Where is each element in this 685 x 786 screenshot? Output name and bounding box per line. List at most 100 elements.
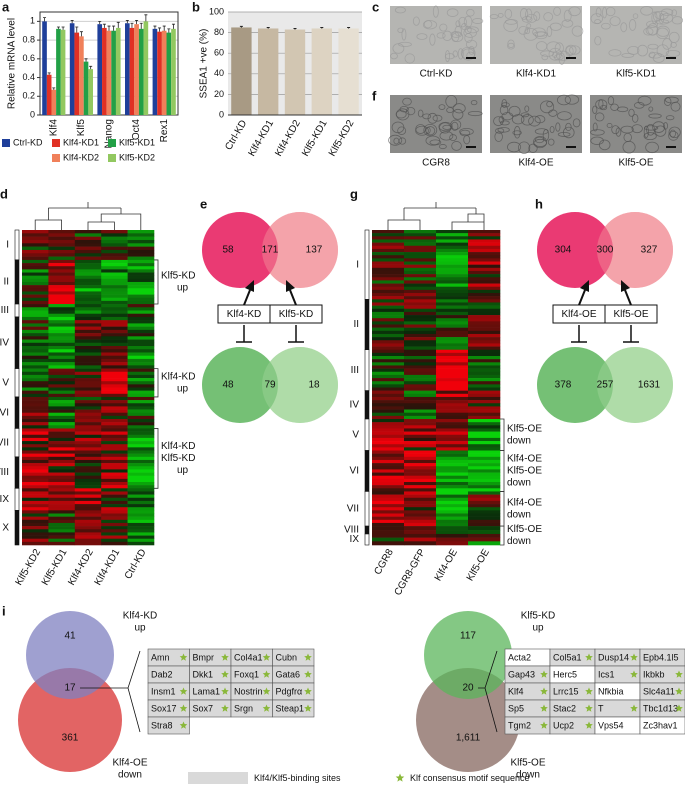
heatmap-cell [22, 466, 49, 470]
heatmap-cell [468, 324, 501, 328]
heatmap-cell [372, 519, 405, 524]
heatmap-cell [127, 381, 155, 385]
heatmap-cell [101, 253, 128, 257]
cell-texture [401, 28, 407, 41]
y-tick-label: 20 [214, 89, 224, 99]
venn-circle [537, 347, 613, 423]
gene-name: Dkk1 [193, 669, 214, 679]
heatmap-cell [372, 469, 405, 473]
panel-label: c [372, 0, 379, 14]
column-label: CGR8 [372, 547, 396, 577]
gene-name: Klf4 [508, 686, 524, 696]
heatmap-cell [48, 230, 76, 234]
cell-texture [504, 8, 513, 19]
heatmap-cell [127, 441, 155, 445]
heatmap-cell [436, 362, 469, 366]
heatmap-cell [48, 333, 76, 337]
heatmap-cell [48, 259, 76, 264]
heatmap-cell [436, 482, 469, 486]
heatmap-cell [74, 482, 102, 486]
motif-star [540, 687, 548, 695]
heatmap-cell [101, 538, 128, 543]
heatmap-cell [22, 500, 49, 505]
heatmap-cell [468, 519, 501, 524]
heatmap-cell [48, 288, 76, 292]
heatmap-cell [22, 472, 49, 476]
heatmap-cell [404, 233, 437, 237]
motif-star [304, 687, 312, 695]
cell-texture [556, 94, 571, 106]
heatmap-cell [101, 529, 128, 533]
heatmap-cell [372, 239, 405, 243]
heatmap-cell [468, 236, 501, 240]
image-caption: CGR8 [422, 158, 450, 169]
heatmap-cell [127, 494, 155, 499]
heatmap-cell [468, 261, 501, 265]
cell-texture [532, 27, 546, 37]
heatmap-cell [436, 444, 469, 448]
annotation: down [507, 478, 531, 489]
cell-texture [648, 113, 662, 119]
annotation: down [507, 435, 531, 446]
heatmap-cell [74, 368, 102, 373]
heatmap-cell [468, 504, 501, 508]
heatmap-cell [127, 336, 155, 340]
y-tick-label: 80 [214, 27, 224, 37]
heatmap-cell [74, 339, 102, 344]
heatmap-cell [468, 356, 501, 360]
annotation: Klf4-KD [161, 441, 195, 452]
heatmap-cell [74, 313, 102, 318]
heatmap-cell [436, 308, 469, 313]
gene-name: Col5a1 [553, 652, 582, 662]
cell-texture [549, 126, 555, 134]
motif-star [585, 704, 593, 712]
annotation: up [177, 465, 189, 476]
cell-texture [512, 130, 522, 136]
heatmap-cell [468, 456, 501, 461]
heatmap-cell [74, 256, 102, 261]
heatmap-cell [372, 488, 405, 492]
heatmap-cell [22, 323, 49, 327]
heatmap-cell [74, 233, 102, 237]
heatmap-cell [436, 522, 469, 527]
bar [69, 23, 75, 115]
heatmap-cell [101, 393, 128, 398]
heatmap-cell [22, 239, 49, 244]
cell-texture [565, 45, 574, 57]
heatmap-cell [48, 393, 76, 398]
heatmap-cell [372, 510, 405, 514]
venn-count: 1631 [638, 380, 661, 391]
heatmap-cell [22, 310, 49, 315]
heatmap-cell [48, 456, 76, 461]
heatmap-cell [372, 437, 405, 442]
heatmap-cell [372, 270, 405, 275]
heatmap-cell [127, 333, 155, 337]
bar [134, 24, 139, 115]
label-box [269, 304, 323, 324]
y-axis-label: Relative mRNA level [7, 18, 18, 109]
heatmap-cell [127, 491, 155, 495]
annotation: Klf4-OE [507, 454, 542, 465]
venn-count: 137 [306, 245, 323, 256]
heatmap-cell [48, 497, 76, 502]
cell-texture [656, 44, 670, 57]
heatmap-cell [48, 453, 76, 458]
heatmap-cell [404, 478, 437, 483]
bar [125, 23, 130, 115]
heatmap-cell [74, 266, 102, 270]
cell-texture [592, 122, 598, 132]
heatmap-cell [372, 293, 405, 297]
heatmap-cell [22, 526, 49, 530]
venn-circle [202, 212, 278, 288]
heatmap-cell [468, 242, 501, 247]
motif-star [630, 653, 638, 661]
heatmap-cell [372, 333, 405, 338]
bar [51, 89, 57, 115]
heatmap-cell [372, 400, 405, 404]
arrow [578, 289, 586, 306]
error-bar [61, 26, 65, 30]
column-label: Klf4-KD1 [93, 547, 123, 588]
heatmap-cell [372, 356, 405, 360]
heatmap-cell [74, 352, 102, 356]
heatmap-cell [22, 339, 49, 344]
